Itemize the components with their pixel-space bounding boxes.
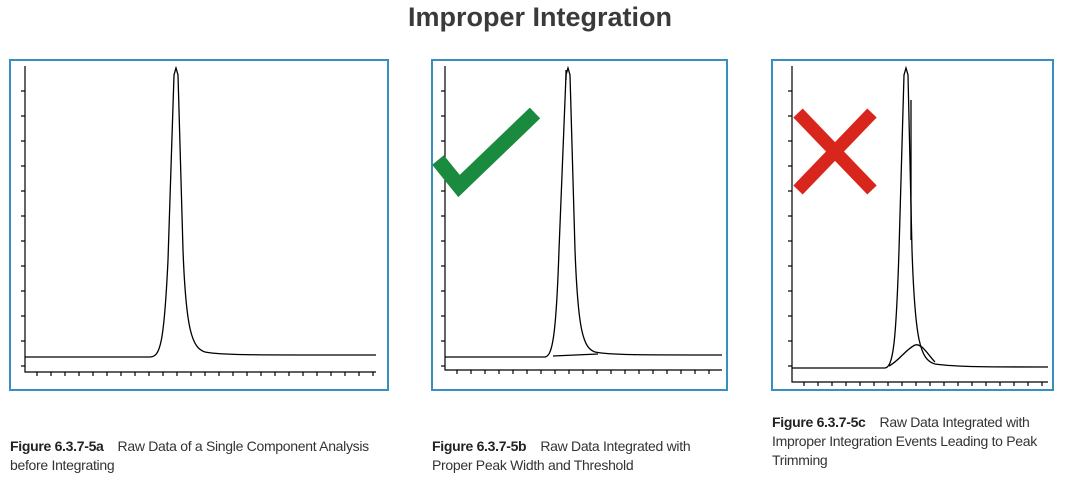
figure-label: Figure 6.3.7-5a [10,438,104,454]
title: Improper Integration [407,2,672,32]
axis-c [791,66,1048,383]
cross-mark [793,108,877,195]
panel-c [771,59,1054,391]
trace-c [792,65,1049,369]
panel-b [431,59,728,391]
figure-label: Figure 6.3.7-5c [772,414,866,430]
panel-a [9,59,389,391]
axis-b [444,66,722,371]
check-mark [432,107,541,198]
caption-b: Figure 6.3.7-5b Raw Data Integrated with … [432,437,732,475]
caption-c: Figure 6.3.7-5c Raw Data Integrated with … [772,413,1072,470]
caption-a: Figure 6.3.7-5a Raw Data of a Single Comp… [10,437,390,475]
trace-b [445,65,723,358]
figure-caption: Raw Data Integrated with Proper Peak Wid… [432,438,691,473]
figure-label: Figure 6.3.7-5b [432,438,527,454]
trace-a [25,65,377,358]
figure-caption: Raw Data of a Single Component Analysis … [10,438,369,473]
axis-a [24,66,376,373]
integration-c [888,100,936,367]
integration-b [552,70,599,357]
axes [21,66,1048,386]
figure-caption: Raw Data Integrated with Improper Integr… [772,414,1037,468]
